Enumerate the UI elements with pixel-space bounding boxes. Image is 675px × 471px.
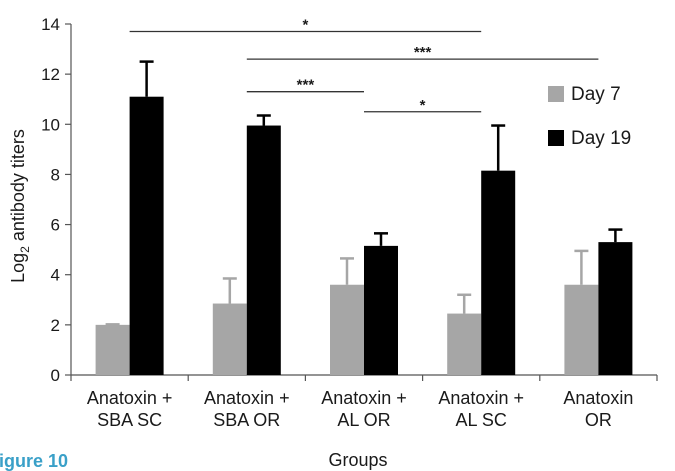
x-category-label: Anatoxin + [87, 388, 173, 408]
y-axis-title-subscript: 2 [18, 246, 32, 253]
bar-day7 [95, 324, 130, 375]
significance-marker: * [302, 17, 308, 34]
significance-marker: * [420, 97, 426, 114]
y-tick-label: 2 [51, 316, 60, 335]
y-tick-label: 8 [51, 165, 60, 184]
x-category-label: AL OR [337, 410, 390, 430]
bar-day19 [129, 96, 164, 375]
significance-marker: *** [297, 77, 315, 94]
y-tick-label: 12 [41, 65, 60, 84]
x-category-label: Anatoxin + [438, 388, 524, 408]
legend-label: Day 7 [571, 84, 621, 105]
bar-day7 [212, 303, 247, 375]
y-axis-title-main: Log [8, 253, 28, 283]
y-tick-label: 4 [51, 266, 60, 285]
bar-day19 [598, 242, 633, 375]
svg-text:Log2 antibody titers: Log2 antibody titers [8, 129, 32, 283]
bar-day19 [481, 170, 516, 375]
y-tick-label: 0 [51, 366, 60, 385]
y-axis-title-rest: antibody titers [8, 129, 28, 246]
bar-day7 [330, 284, 364, 375]
x-category-label: Anatoxin + [204, 388, 290, 408]
x-category-label: Anatoxin + [321, 388, 407, 408]
x-axis-title: Groups [328, 450, 387, 470]
y-tick-label: 6 [51, 216, 60, 235]
x-category-label: Anatoxin [563, 388, 633, 408]
x-category-label: OR [585, 410, 612, 430]
x-category-label: AL SC [456, 410, 507, 430]
legend-label: Day 19 [571, 128, 631, 149]
y-tick-label: 14 [41, 15, 60, 34]
y-tick-label: 10 [41, 115, 60, 134]
x-category-label: SBA OR [213, 410, 280, 430]
bar-day19 [246, 125, 281, 376]
bar-day7 [447, 313, 482, 375]
figure-label: Figure 10 [0, 451, 68, 471]
bar-day19 [364, 245, 398, 375]
y-axis-title: Log2 antibody titers [8, 129, 32, 283]
significance-marker: *** [414, 44, 432, 61]
legend-swatch [548, 130, 564, 146]
x-category-label: SBA SC [97, 410, 162, 430]
bar-day7 [564, 284, 599, 375]
legend-swatch [548, 86, 564, 102]
